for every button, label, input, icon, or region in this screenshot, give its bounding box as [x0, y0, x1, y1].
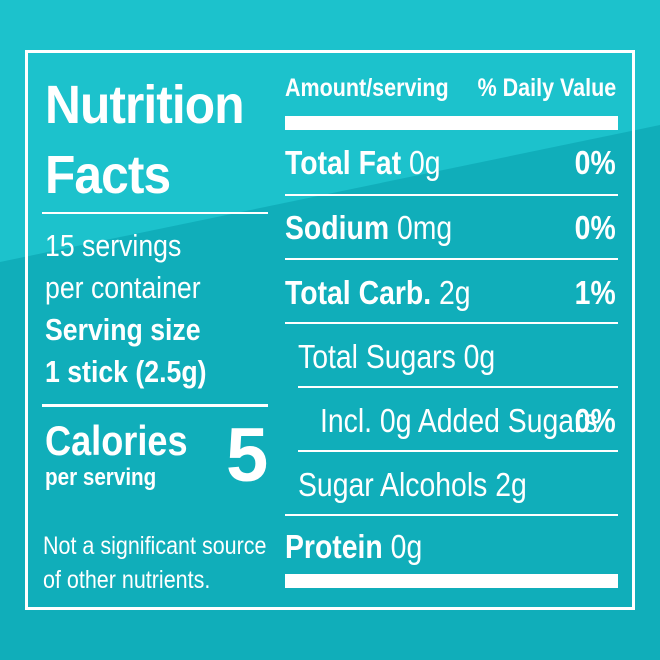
footnote-line-2: of other nutrients. [43, 566, 211, 594]
nutrition-panel-border [25, 50, 635, 610]
serving-size-label: Serving size [45, 312, 201, 347]
sugar-alcohols: Sugar Alcohols 2g [298, 466, 527, 503]
protein-amount: 0g [390, 528, 423, 565]
total-carb-amount: 2g [439, 274, 471, 311]
title-line-1: Nutrition [45, 75, 245, 135]
total-carb-dv: 1% [574, 274, 616, 311]
title-divider [42, 212, 268, 214]
calories-label: Calories [45, 417, 188, 464]
row-divider-4 [298, 386, 618, 388]
row-divider-6 [285, 514, 618, 516]
total-carb-label: Total Carb. [285, 274, 432, 311]
calories-per-serving: per serving [45, 464, 157, 491]
row-sodium: Sodium 0mg [285, 211, 452, 244]
servings-line-2: per container [45, 270, 201, 305]
total-fat-label: Total Fat [285, 144, 402, 181]
row-total-fat: Total Fat 0g [285, 146, 441, 179]
added-sugars: Incl. 0g Added Sugars [320, 402, 598, 439]
serving-divider [42, 404, 268, 407]
row-protein: Protein 0g [285, 530, 422, 563]
sodium-dv: 0% [574, 209, 616, 246]
row-divider-1 [285, 194, 618, 196]
sodium-amount: 0mg [396, 209, 453, 246]
protein-label: Protein [285, 528, 383, 565]
header-daily-value: % Daily Value [477, 74, 616, 102]
total-sugars: Total Sugars 0g [298, 338, 496, 375]
row-divider-2 [285, 258, 618, 260]
header-amount-per-serving: Amount/serving [285, 74, 449, 102]
total-fat-dv: 0% [574, 144, 616, 181]
header-thick-bar [285, 116, 618, 130]
serving-size-value: 1 stick (2.5g) [45, 354, 207, 389]
title-line-2: Facts [45, 145, 171, 205]
total-fat-amount: 0g [409, 144, 441, 181]
added-sugars-dv: 0% [574, 402, 616, 439]
sodium-label: Sodium [285, 209, 390, 246]
row-total-carb: Total Carb. 2g [285, 276, 471, 309]
row-divider-5 [298, 450, 618, 452]
bottom-thick-bar [285, 574, 618, 588]
row-divider-3 [285, 322, 618, 324]
servings-line-1: 15 servings [45, 228, 182, 263]
footnote-line-1: Not a significant source [43, 532, 267, 560]
calories-value: 5 [226, 413, 269, 498]
